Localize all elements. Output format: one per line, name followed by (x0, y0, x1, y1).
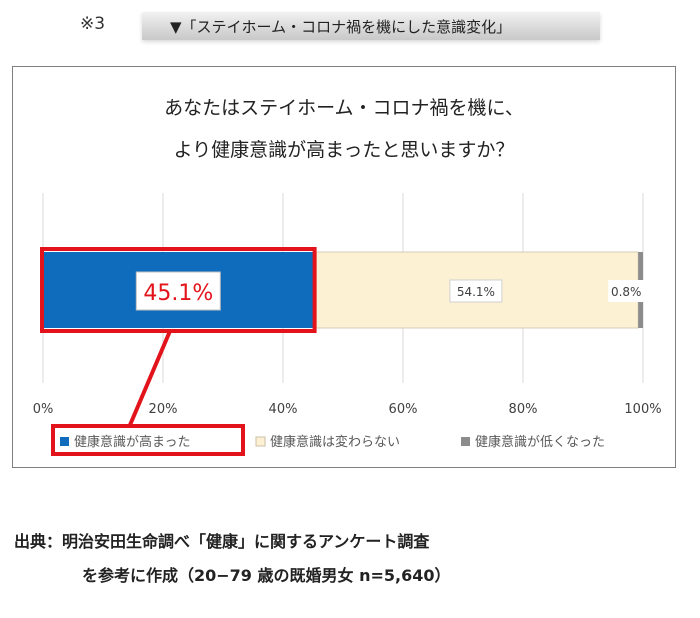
legend-swatch (255, 436, 266, 447)
x-tick-label: 40% (269, 402, 298, 417)
legend-highlight-frame (51, 424, 245, 456)
data-label-box (608, 280, 645, 302)
highlight-frame (40, 247, 317, 333)
data-label: 0.8% (611, 285, 642, 299)
legend-label: 健康意識が低くなった (475, 434, 605, 450)
legend-label: 健康意識が高まった (74, 434, 190, 450)
note-mark: ※3 (80, 14, 106, 34)
highlight-connector (128, 330, 172, 426)
x-tick-label: 0% (33, 402, 54, 417)
header-title: ▼「ステイホーム・コロナ禍を機にした意識変化」 (170, 18, 512, 36)
legend-swatch (60, 437, 69, 446)
source-note: 出典：明治安田生命調べ「健康」に関するアンケート調査 を参考に作成（20−79 … (14, 525, 451, 593)
data-label: 45.1% (143, 281, 213, 306)
source-line2: を参考に作成（20−79 歳の既婚男女 n=5,640） (82, 566, 451, 585)
x-tick-label: 100% (624, 402, 661, 417)
chart-title-line1: あなたはステイホーム・コロナ禍を機に、 (164, 97, 524, 119)
source-line1: 出典：明治安田生命調べ「健康」に関するアンケート調査 (14, 532, 430, 551)
x-tick-label: 80% (509, 402, 538, 417)
data-label-box (449, 279, 503, 303)
data-label-box (135, 271, 221, 311)
data-label: 54.1% (457, 285, 495, 299)
header-banner: ▼「ステイホーム・コロナ禍を機にした意識変化」 (142, 12, 600, 40)
x-tick-label: 60% (389, 402, 418, 417)
legend-label: 健康意識は変わらない (270, 434, 400, 450)
chart-title-line2: より健康意識が高まったと思いますか？ (173, 139, 515, 161)
legend-swatch (461, 437, 470, 446)
x-tick-label: 20% (149, 402, 178, 417)
